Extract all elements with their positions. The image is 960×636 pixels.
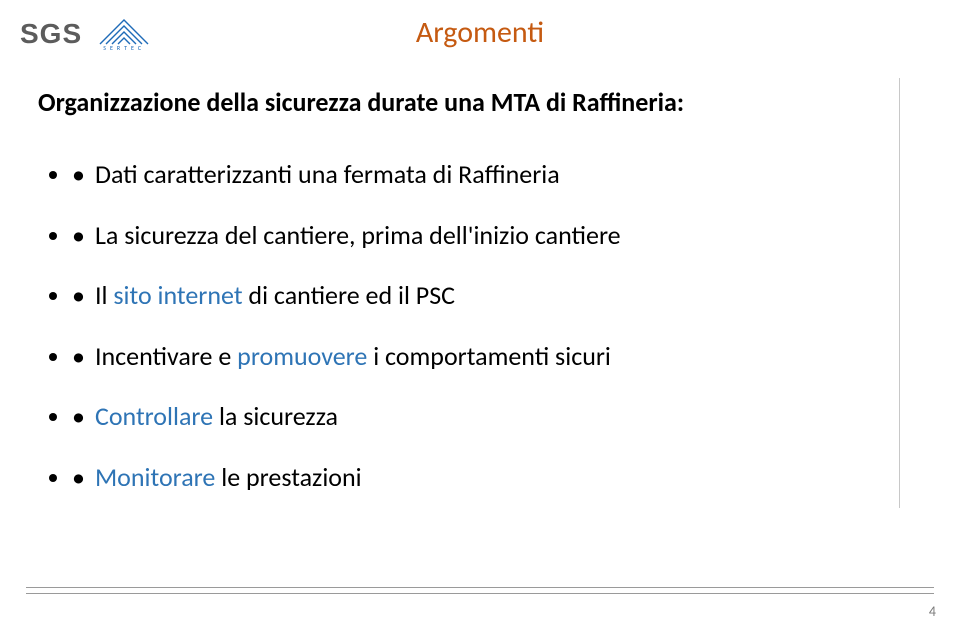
footer-rules <box>26 587 934 594</box>
slide: SGS SERTEC Argomenti Organizzazione dell… <box>0 0 960 636</box>
bullet-text: Incentivare e <box>95 340 237 372</box>
bullet-highlight: sito internet <box>113 279 248 311</box>
page-title: Argomenti <box>0 14 960 51</box>
bullet-text: la sicurezza <box>219 400 338 432</box>
bullet-highlight: promuovere <box>237 340 373 372</box>
page-number: 4 <box>929 603 936 620</box>
bullet-text: Il <box>95 279 113 311</box>
bullet-text: le prestazioni <box>215 461 361 493</box>
bullet-item: Dati caratterizzanti una fermata di Raff… <box>72 158 882 191</box>
bullet-item: Incentivare e promuovere i comportamenti… <box>72 340 882 373</box>
bullet-item: Il sito internet di cantiere ed il PSC <box>72 279 882 312</box>
bullet-highlight: Monitorare <box>95 461 215 493</box>
bullet-list: Dati caratterizzanti una fermata di Raff… <box>72 158 882 521</box>
bullet-item: La sicurezza del cantiere, prima dell'in… <box>72 219 882 252</box>
bullet-highlight: Controllare <box>95 400 219 432</box>
bullet-text: i comportamenti sicuri <box>373 340 611 372</box>
footer-rule-1 <box>26 587 934 588</box>
vertical-divider <box>899 78 900 508</box>
bullet-item: Controllare la sicurezza <box>72 400 882 433</box>
bullet-text: di cantiere ed il PSC <box>248 279 455 311</box>
footer-rule-2 <box>26 593 934 594</box>
bullet-item: Monitorare le prestazioni <box>72 461 882 494</box>
bullet-text: La sicurezza del cantiere, prima dell'in… <box>95 219 621 251</box>
section-heading: Organizzazione della sicurezza durate un… <box>38 86 684 118</box>
bullet-text: Dati caratterizzanti una fermata di Raff… <box>95 158 560 190</box>
